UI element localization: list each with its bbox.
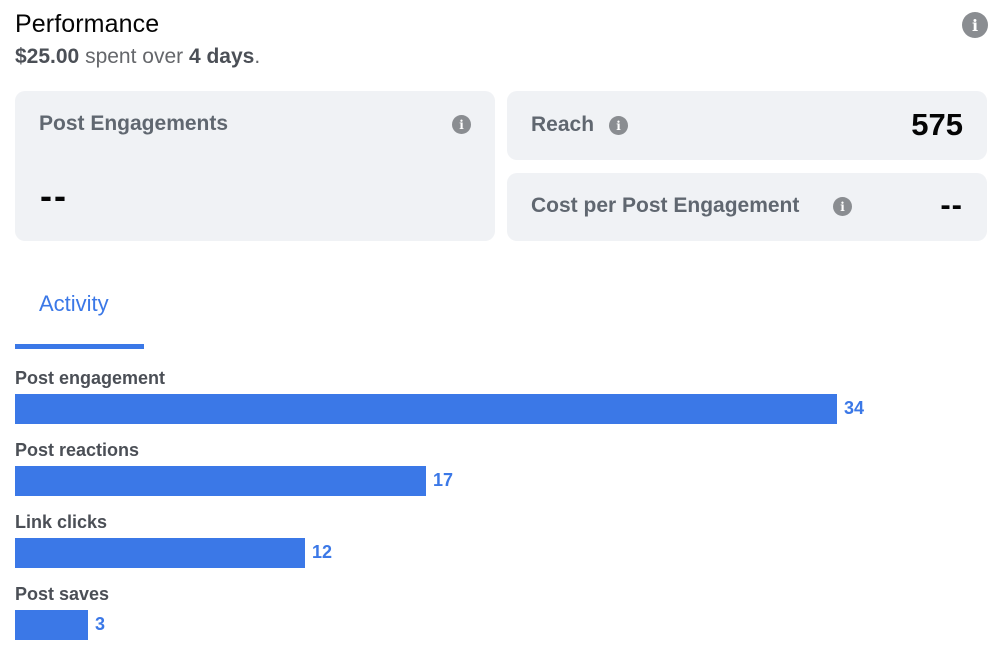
info-icon[interactable]: i (833, 197, 852, 216)
metric-label-post-reactions: Post reactions (15, 440, 140, 460)
post-engagements-value: -- (40, 175, 68, 216)
metric-label-post-engagement: Post engagement (15, 368, 166, 388)
info-icon[interactable]: i (609, 116, 628, 135)
bar-post-reactions (15, 466, 426, 496)
bar-post-saves (15, 610, 88, 640)
info-icon[interactable]: i (452, 115, 471, 134)
metric-label-link-clicks: Link clicks (15, 512, 108, 532)
bar-link-clicks (15, 538, 305, 568)
tab-activity-label: Activity (39, 291, 109, 316)
post-engagements-label: Post Engagements (39, 112, 229, 135)
cost-per-engagement-label: Cost per Post Engagement (531, 194, 800, 217)
cost-per-engagement-value: -- (940, 187, 963, 222)
reach-value: 575 (911, 107, 963, 142)
bar-value-post-engagement: 34 (844, 398, 865, 418)
tab-activity[interactable]: Activity (15, 270, 144, 349)
spend-period: . (254, 45, 261, 68)
spend-summary: $25.00 spent over 4 days. (15, 45, 260, 69)
bar-value-post-reactions: 17 (433, 470, 454, 490)
metric-label-post-saves: Post saves (15, 584, 110, 604)
spend-duration: 4 days (188, 45, 255, 68)
spent-amount: $25.00 (15, 45, 80, 68)
reach-card: Reach i 575 (507, 91, 987, 160)
cost-per-engagement-card: Cost per Post Engagement i -- (507, 173, 987, 241)
bar-value-link-clicks: 12 (312, 542, 333, 562)
reach-label: Reach (531, 113, 595, 136)
info-icon[interactable]: i (962, 12, 988, 38)
bar-value-post-saves: 3 (95, 614, 106, 634)
post-engagements-card: Post Engagements i -- (15, 91, 495, 241)
spent-text: spent over (79, 45, 189, 68)
page-title: Performance (15, 10, 160, 38)
bar-post-engagement (15, 394, 837, 424)
